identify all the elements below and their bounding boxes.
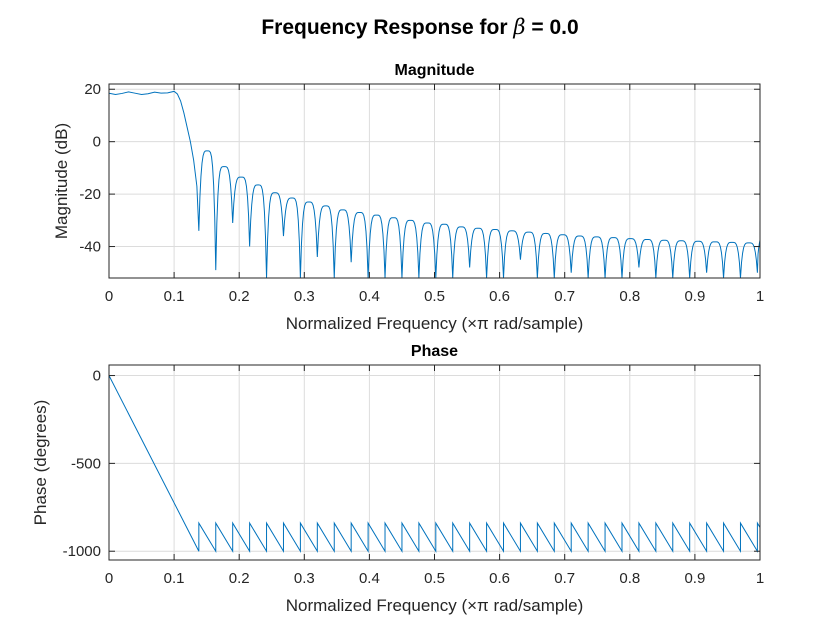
magnitude-y-tick-label: 20	[84, 81, 101, 98]
magnitude-x-tick-label: 0.9	[684, 288, 705, 305]
phase-x-tick-label: 0.4	[359, 570, 380, 587]
phase-x-tick-label: 1	[756, 570, 764, 587]
figure-title: Frequency Response for β = 0.0	[261, 15, 578, 39]
magnitude-y-tick-label: 0	[93, 134, 101, 151]
magnitude-y-tick-label: -20	[79, 186, 101, 203]
phase-y-tick-label: -500	[71, 455, 101, 472]
phase-series-line	[109, 375, 760, 554]
magnitude-ylabel: Magnitude (dB)	[52, 123, 71, 239]
figure-title-suffix: = 0.0	[526, 16, 579, 39]
magnitude-x-tick-label: 1	[756, 288, 764, 305]
figure-title-prefix: Frequency Response for	[261, 16, 507, 39]
phase-grid	[109, 365, 760, 560]
phase-xlabel: Normalized Frequency (×π rad/sample)	[286, 596, 584, 615]
phase-x-tick-label: 0.6	[489, 570, 510, 587]
phase-x-tick-label: 0	[105, 570, 113, 587]
phase-y-tick-label: -1000	[63, 543, 101, 560]
phase-axes: 0 0.1 0.2 0.3 0.4 0.5 0.6 0.7 0.8 0.9 1 0 -500 -1000 P…	[31, 343, 764, 615]
magnitude-x-tick-label: 0.5	[424, 288, 445, 305]
phase-x-tick-label: 0.3	[294, 570, 315, 587]
magnitude-axes: 0 0.1 0.2 0.3 0.4 0.5 0.6 0.7 0.8 0.9 1 20 0 -20 -40 Ma…	[52, 62, 764, 333]
phase-x-tick-label: 0.7	[554, 570, 575, 587]
phase-x-tick-label: 0.5	[424, 570, 445, 587]
magnitude-x-tick-label: 0.8	[619, 288, 640, 305]
magnitude-x-tick-label: 0.2	[229, 288, 250, 305]
magnitude-x-tick-label: 0.4	[359, 288, 380, 305]
phase-x-tick-label: 0.8	[619, 570, 640, 587]
magnitude-series-line	[109, 90, 760, 278]
magnitude-title: Magnitude	[395, 62, 475, 79]
magnitude-x-tick-label: 0.3	[294, 288, 315, 305]
phase-x-tick-label: 0.1	[164, 570, 185, 587]
phase-x-tick-label: 0.9	[684, 570, 705, 587]
phase-title: Phase	[411, 343, 458, 360]
magnitude-x-tick-label: 0.1	[164, 288, 185, 305]
magnitude-x-tick-label: 0	[105, 288, 113, 305]
phase-x-tick-label: 0.2	[229, 570, 250, 587]
magnitude-x-tick-label: 0.6	[489, 288, 510, 305]
magnitude-y-tick-label: -40	[79, 239, 101, 256]
magnitude-xlabel: Normalized Frequency (×π rad/sample)	[286, 314, 584, 333]
phase-y-tick-label: 0	[93, 368, 101, 385]
phase-ylabel: Phase (degrees)	[31, 400, 50, 526]
figure-title-beta-symbol: β	[512, 15, 525, 39]
magnitude-x-tick-label: 0.7	[554, 288, 575, 305]
